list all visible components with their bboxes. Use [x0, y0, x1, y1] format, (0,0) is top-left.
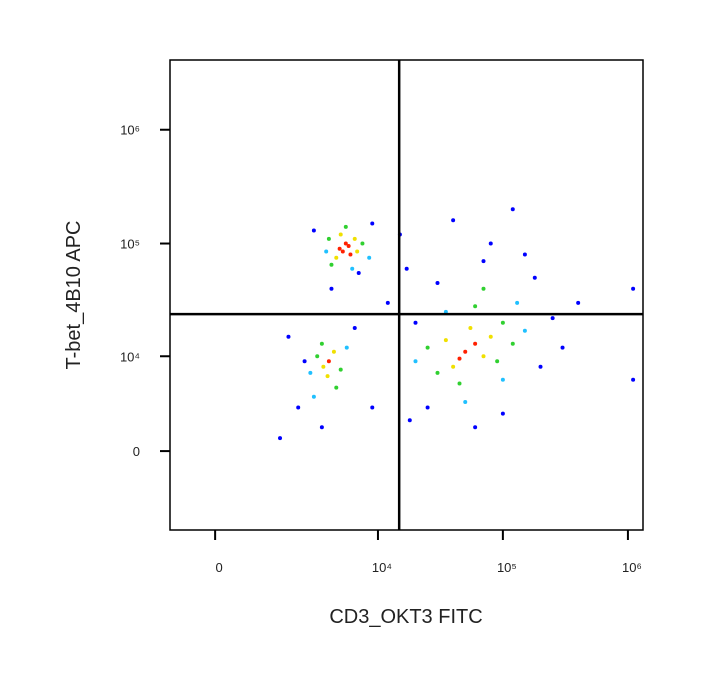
point — [302, 359, 307, 364]
point — [334, 255, 339, 260]
point — [576, 300, 581, 305]
point — [346, 244, 351, 249]
point — [338, 367, 343, 372]
point — [510, 207, 515, 212]
point — [481, 354, 486, 359]
point — [319, 425, 324, 430]
point — [286, 334, 291, 339]
point — [308, 370, 313, 375]
point — [352, 236, 357, 241]
point — [343, 224, 348, 229]
point — [326, 359, 331, 364]
point — [370, 221, 375, 226]
point — [631, 377, 636, 382]
point — [463, 399, 468, 404]
point — [443, 338, 448, 343]
point — [500, 320, 505, 325]
point — [321, 364, 326, 369]
point — [457, 356, 462, 361]
point — [370, 405, 375, 410]
point — [500, 411, 505, 416]
point — [473, 341, 478, 346]
point — [451, 364, 456, 369]
x-tick-label: 10⁵ — [497, 560, 517, 575]
point — [488, 241, 493, 246]
point — [278, 436, 283, 441]
point — [495, 359, 500, 364]
x-tick-label: 10⁶ — [622, 560, 642, 575]
point — [340, 249, 345, 254]
point — [510, 341, 515, 346]
x-axis-title: CD3_OKT3 FITC — [329, 606, 482, 628]
point — [360, 241, 365, 246]
point — [311, 228, 316, 233]
point — [356, 271, 361, 276]
point — [500, 377, 505, 382]
x-tick-label: 10⁴ — [372, 560, 392, 575]
point — [331, 349, 336, 354]
point — [522, 252, 527, 257]
point — [385, 300, 390, 305]
plot-frame — [169, 59, 644, 531]
point — [481, 286, 486, 291]
y-tick-label: 0 — [133, 444, 140, 459]
point — [311, 394, 316, 399]
y-axis-title: T-bet_4B10 APC — [63, 221, 85, 370]
point — [348, 252, 353, 257]
point — [463, 349, 468, 354]
point — [296, 405, 301, 410]
point — [473, 304, 478, 309]
point — [457, 381, 462, 386]
point — [481, 259, 486, 264]
point — [413, 359, 418, 364]
point — [468, 325, 473, 330]
point — [538, 364, 543, 369]
y-tick-label: 10⁶ — [120, 123, 140, 138]
point — [344, 345, 349, 350]
point — [435, 280, 440, 285]
point — [532, 275, 537, 280]
point — [425, 405, 430, 410]
point — [367, 255, 372, 260]
point — [343, 241, 348, 246]
point — [337, 246, 342, 251]
point — [326, 236, 331, 241]
point — [515, 300, 520, 305]
point — [425, 345, 430, 350]
point — [473, 425, 478, 430]
point — [451, 218, 456, 223]
point — [560, 345, 565, 350]
point — [319, 341, 324, 346]
point — [315, 354, 320, 359]
point — [435, 370, 440, 375]
point — [522, 328, 527, 333]
point — [338, 232, 343, 237]
point — [329, 286, 334, 291]
point — [324, 249, 329, 254]
point — [631, 286, 636, 291]
y-tick-label: 10⁴ — [120, 349, 140, 364]
point — [407, 418, 412, 423]
point — [355, 249, 360, 254]
point — [488, 334, 493, 339]
point — [352, 325, 357, 330]
x-tick-label: 0 — [216, 560, 223, 575]
point — [334, 385, 339, 390]
point — [329, 262, 334, 267]
point — [350, 266, 355, 271]
y-tick-label: 10⁵ — [120, 237, 140, 252]
point — [413, 320, 418, 325]
point — [325, 374, 330, 379]
point — [550, 316, 555, 321]
point — [404, 266, 409, 271]
points — [278, 207, 636, 441]
